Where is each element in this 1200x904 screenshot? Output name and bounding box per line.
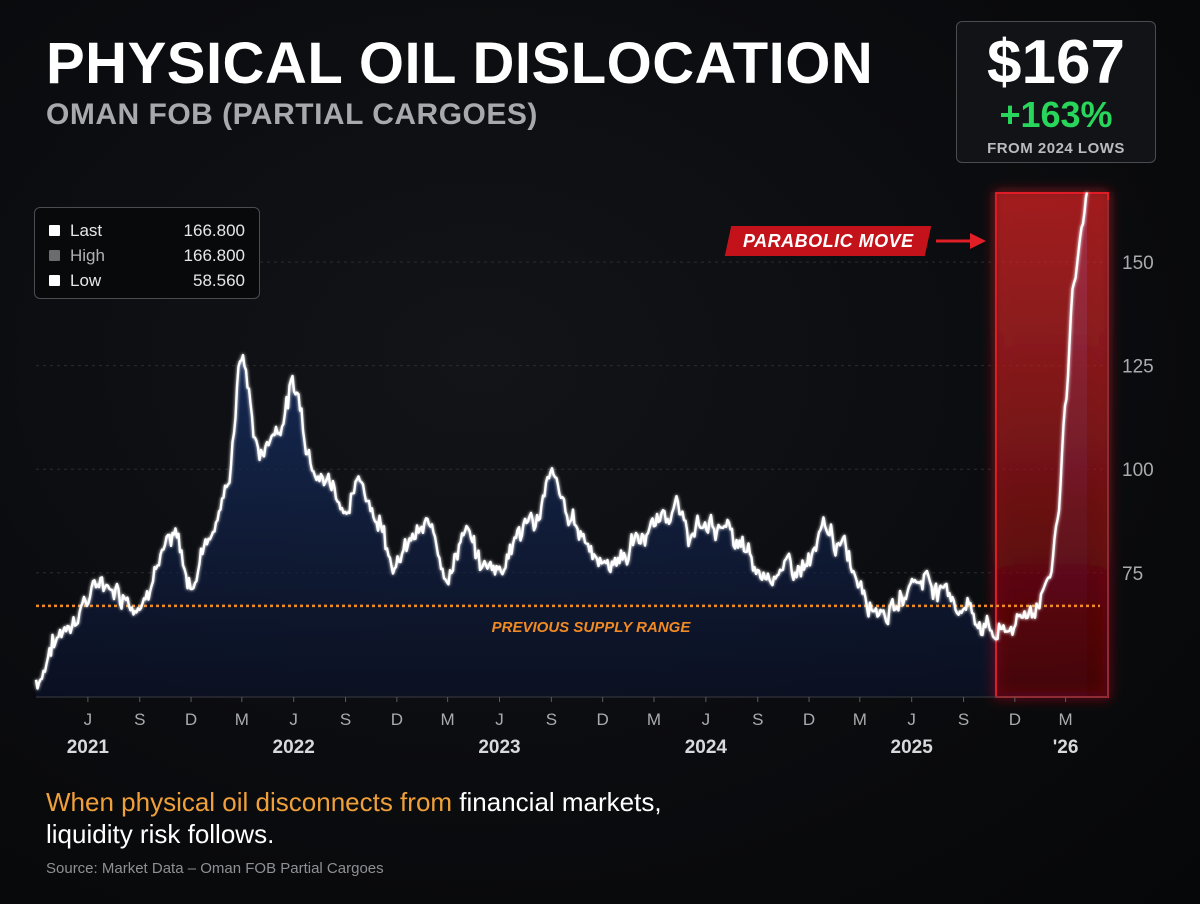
parabolic-move-label: PARABOLIC MOVE [742,231,914,251]
x-tick-label: J [84,710,93,729]
page-title: PHYSICAL OIL DISLOCATION [46,31,874,96]
x-tick-label: D [391,710,403,729]
x-tick-label: M [1059,710,1073,729]
kpi-price: $167 [987,28,1125,97]
parabolic-move-tag: PARABOLIC MOVE [724,226,932,256]
legend-item-high: High 166.800 [49,243,245,268]
arrow-icon [936,233,986,249]
x-tick-label: J [495,710,504,729]
x-tick-label: M [853,710,867,729]
year-label: 2024 [685,737,728,758]
year-label: 2025 [891,737,934,758]
kpi-note: FROM 2024 LOWS [987,140,1125,157]
source-note: Source: Market Data – Oman FOB Partial C… [46,860,384,877]
caption: When physical oil disconnects from finan… [46,786,662,850]
x-axis: J S D M J S D M J S D M J S D M J S D M 2021 2022 2023 2024 2025… [67,697,1079,758]
caption-line2: liquidity risk follows. [46,819,275,849]
x-tick-label: J [289,710,298,729]
legend-value: 58.560 [193,270,245,290]
x-tick-label: D [1009,710,1021,729]
kpi-change: +163% [999,94,1113,135]
page-subtitle: OMAN FOB (PARTIAL CARGOES) [46,98,538,131]
parabolic-highlight-box [994,192,1110,698]
legend-swatch [49,275,60,286]
legend-label: High [70,245,105,265]
x-tick-label: S [134,710,145,729]
chart-legend: Last 166.800 High 166.800 Low 58.560 [34,207,260,299]
legend-item-last: Last 166.800 [49,218,245,243]
legend-value: 166.800 [183,220,245,240]
year-label: 2023 [478,737,520,758]
legend-swatch [49,250,60,261]
x-tick-label: M [235,710,249,729]
x-tick-label: D [185,710,197,729]
price-kpi-card: $167 +163% FROM 2024 LOWS [956,21,1156,163]
x-tick-label: J [907,710,916,729]
year-label: 2021 [67,737,110,758]
legend-value: 166.800 [183,245,245,265]
x-tick-label: M [647,710,661,729]
legend-label: Last [70,220,103,240]
x-tick-label: D [803,710,815,729]
price-line [34,192,1089,690]
y-tick-label: 100 [1122,460,1154,481]
x-tick-label: S [340,710,351,729]
price-area [36,192,1087,697]
x-tick-label: J [702,710,711,729]
year-label: 2022 [273,737,315,758]
x-tick-label: S [752,710,763,729]
year-label: '26 [1053,737,1079,758]
y-tick-label: 150 [1122,253,1154,274]
caption-rest: financial markets, [452,787,662,817]
caption-highlight: When physical oil disconnects from [46,787,453,817]
legend-item-low: Low 58.560 [49,268,245,293]
x-tick-label: D [597,710,609,729]
x-tick-label: S [546,710,557,729]
y-axis: 75 100 125 150 [1122,253,1154,585]
legend-label: Low [70,270,102,290]
y-tick-label: 75 [1122,564,1143,585]
legend-swatch [49,225,60,236]
x-tick-label: S [958,710,969,729]
y-tick-label: 125 [1122,357,1154,378]
supply-range-label: PREVIOUS SUPPLY RANGE [492,619,692,636]
x-tick-label: M [441,710,455,729]
